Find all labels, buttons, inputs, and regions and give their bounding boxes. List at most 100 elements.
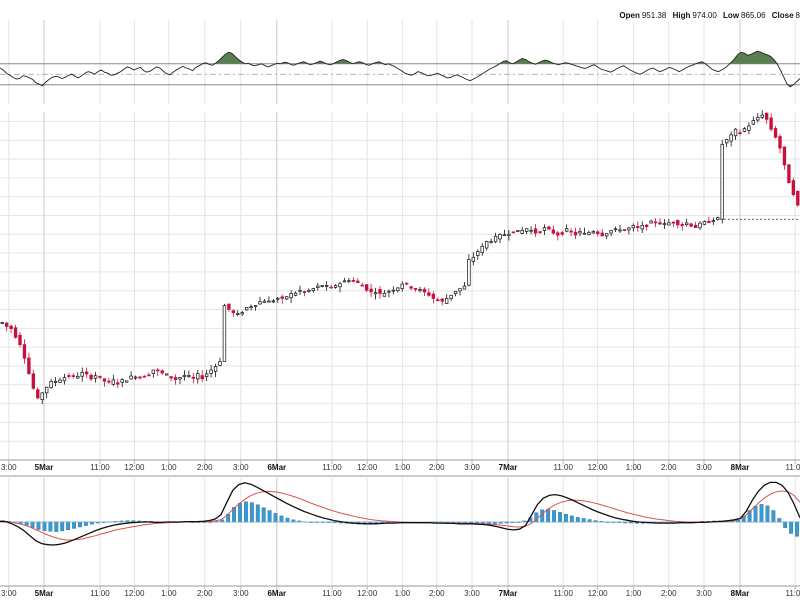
histogram-bar: [54, 521, 59, 532]
candle: [129, 375, 133, 380]
candle: [676, 220, 680, 226]
candle: [427, 292, 431, 296]
candle: [613, 228, 618, 231]
axis-tick-label: 11:00: [90, 463, 110, 472]
axis-tick-label: 12:00: [124, 589, 145, 598]
histogram-bar: [72, 521, 77, 529]
candle: [396, 287, 400, 292]
candle: [120, 379, 124, 383]
axis-tick-label: 11:00: [322, 589, 342, 598]
axis-tick-label: 11:00: [553, 589, 573, 598]
histogram-bar: [575, 517, 580, 523]
histogram-bar: [753, 506, 758, 523]
candle: [387, 290, 391, 293]
candle: [498, 234, 502, 240]
axis-tick-label: 8Mar: [731, 589, 750, 598]
axis-tick-label: 1:00: [161, 589, 177, 598]
histogram-bar: [558, 512, 562, 523]
candle: [516, 230, 520, 232]
axis-tick-label: 3:00: [696, 589, 712, 598]
histogram-bar: [83, 521, 88, 526]
oscillator-line: [0, 50, 800, 88]
candle: [631, 224, 636, 229]
histogram-bar: [261, 507, 266, 523]
open-label: Open: [619, 11, 640, 20]
candle: [467, 259, 471, 286]
candle: [4, 322, 9, 327]
candle: [760, 114, 764, 118]
candle: [373, 292, 378, 295]
candle: [258, 301, 262, 305]
candle: [156, 369, 160, 372]
candle: [9, 325, 13, 330]
candle: [649, 220, 653, 224]
axis-tick-label: 1:00: [161, 463, 177, 472]
histogram-bar: [255, 504, 260, 523]
candle: [489, 241, 493, 243]
candle: [418, 289, 422, 291]
candle: [160, 370, 164, 374]
candle: [787, 164, 791, 184]
candle: [107, 380, 111, 383]
histogram-bar: [285, 517, 290, 523]
candle: [733, 128, 738, 137]
candle: [507, 233, 511, 236]
candle: [796, 190, 800, 206]
candle: [680, 224, 684, 226]
candle: [84, 371, 89, 375]
axis-tick-label: 2:00: [429, 589, 445, 598]
candle: [622, 229, 627, 231]
histogram-bar: [569, 515, 574, 523]
candle: [578, 231, 582, 234]
candle: [204, 373, 209, 378]
ohlc-readout: Open 951.38 High 974.00 Low 865.06 Close 8: [615, 11, 800, 20]
signal-line: [0, 490, 800, 541]
candle: [422, 288, 427, 293]
candle: [671, 221, 676, 224]
candle: [453, 291, 458, 294]
histogram-bar: [795, 521, 799, 537]
candle: [476, 251, 480, 256]
candle: [711, 220, 716, 223]
candle: [147, 374, 151, 377]
axis-tick-label: 12:00: [124, 463, 145, 472]
candle: [164, 373, 169, 376]
candle: [124, 380, 129, 383]
candle: [196, 373, 200, 380]
candle: [209, 369, 213, 374]
axis-tick-label: 1:00: [626, 463, 642, 472]
candle: [653, 221, 658, 224]
axis-tick-label: 3:00: [233, 589, 249, 598]
histogram-bar: [777, 518, 782, 523]
candle: [173, 377, 178, 380]
axis-tick-label: 6Mar: [267, 463, 286, 472]
candle: [191, 376, 196, 379]
histogram-bar: [273, 513, 278, 523]
candle: [289, 293, 293, 299]
candle: [369, 288, 373, 293]
axis-tick-label: 12:00: [588, 589, 609, 598]
candle: [13, 327, 18, 338]
axis-tick-label: 1:00: [395, 589, 411, 598]
candle: [773, 128, 778, 138]
axis-tick-label: 3:00: [233, 463, 249, 472]
candle: [378, 289, 382, 294]
axis-tick-label: 3:00: [1, 463, 17, 472]
axis-tick-label: 12:00: [588, 463, 609, 472]
candle: [36, 389, 40, 399]
axis-tick-label: 1:00: [395, 463, 411, 472]
candle: [409, 286, 413, 289]
candle: [67, 375, 71, 377]
candle: [102, 378, 107, 382]
candle: [569, 230, 573, 233]
histogram-bar: [581, 518, 586, 523]
high-label: High: [672, 11, 691, 20]
candle: [471, 256, 476, 262]
candle: [338, 283, 342, 288]
candle: [618, 229, 622, 232]
histogram-bar: [563, 513, 568, 523]
candle: [71, 375, 76, 377]
candle: [18, 334, 22, 346]
candle: [667, 222, 671, 226]
